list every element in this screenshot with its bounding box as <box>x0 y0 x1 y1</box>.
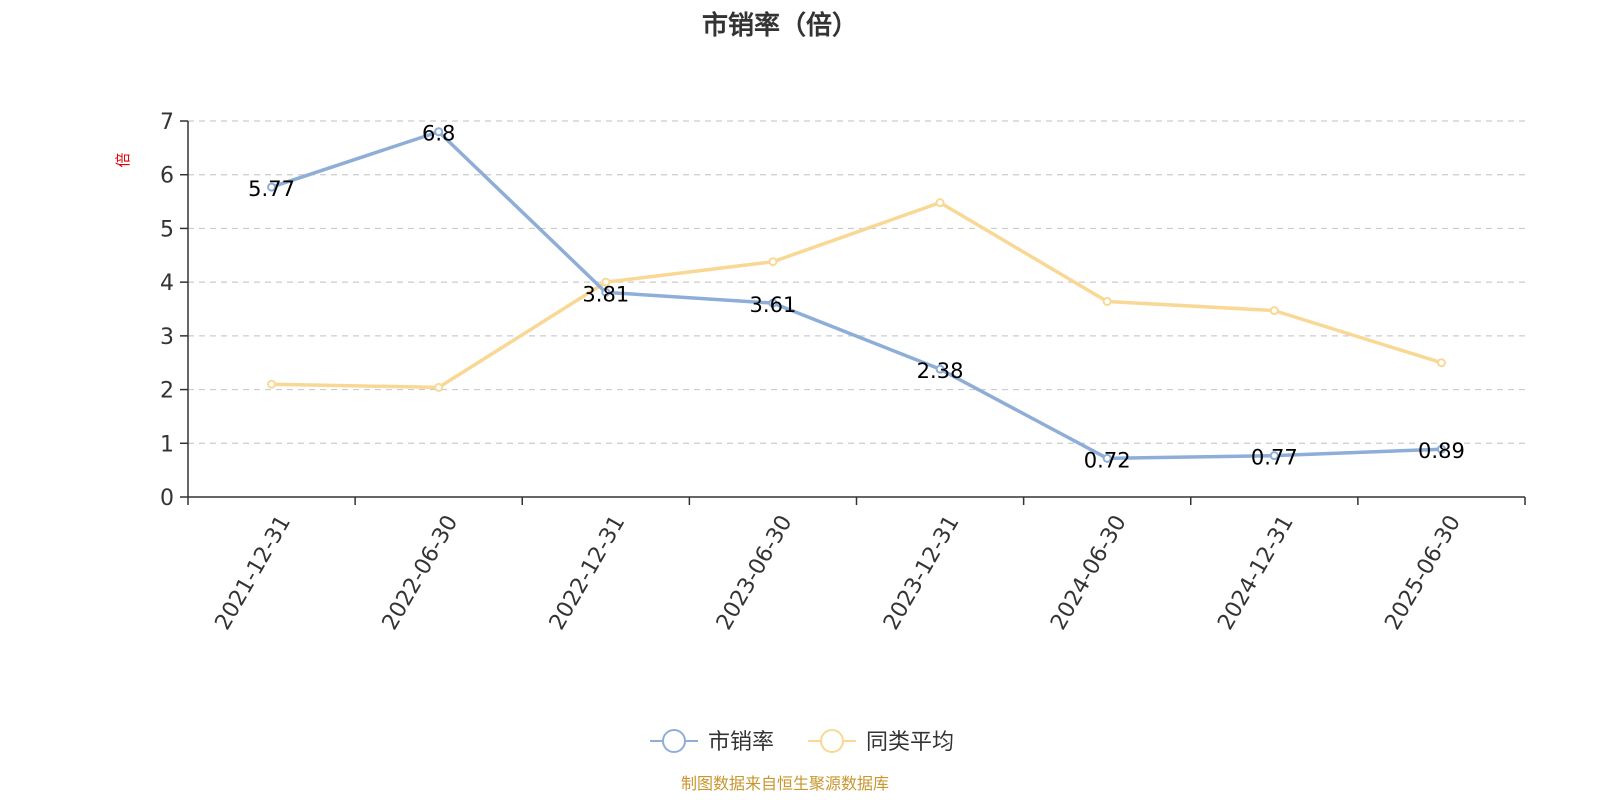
data-point[interactable] <box>935 198 945 208</box>
data-point[interactable] <box>935 364 945 374</box>
legend-label: 同类平均 <box>866 730 954 755</box>
grid-lines <box>188 120 1525 444</box>
data-point[interactable] <box>1102 296 1112 306</box>
x-tick-label: 2022-06-30 <box>378 511 464 634</box>
x-tick-label: 2023-12-31 <box>879 511 965 634</box>
chart-title: 市销率（倍） <box>702 10 858 41</box>
series-line-1 <box>269 200 1444 390</box>
y-tick-label: 3 <box>160 325 174 350</box>
data-label: 0.72 <box>1084 448 1131 472</box>
data-point[interactable] <box>768 298 778 308</box>
legend-label: 市销率 <box>708 730 774 755</box>
data-labels: 5.77 6.8 3.81 3.61 2.38 0.72 0.77 0.89 <box>248 122 1465 473</box>
data-point[interactable] <box>601 287 611 297</box>
data-label: 6.8 <box>422 122 455 146</box>
data-point[interactable] <box>601 277 611 287</box>
data-label: 0.89 <box>1418 439 1465 463</box>
legend-item-1[interactable]: 同类平均 <box>808 729 954 755</box>
y-tick-label: 7 <box>160 110 174 135</box>
x-tick-label: 2021-12-31 <box>211 511 297 634</box>
data-point[interactable] <box>1436 358 1446 368</box>
data-label: 3.61 <box>750 293 797 317</box>
legend-marker <box>820 729 844 753</box>
data-point[interactable] <box>434 127 444 137</box>
series-line-0 <box>269 129 1444 461</box>
legend-item-0[interactable]: 市销率 <box>650 729 774 755</box>
y-tick-label: 4 <box>160 271 174 296</box>
y-tick-label: 2 <box>160 379 174 404</box>
data-point[interactable] <box>1102 453 1112 463</box>
data-label: 5.77 <box>248 177 295 201</box>
x-tick-label: 2025-06-30 <box>1380 511 1466 634</box>
x-tick-label: 2023-06-30 <box>712 511 798 634</box>
data-point[interactable] <box>768 257 778 267</box>
data-label: 0.77 <box>1251 446 1298 470</box>
x-tick-label: 2022-12-31 <box>545 511 631 634</box>
x-tick-label: 2024-06-30 <box>1046 511 1132 634</box>
x-tick-label: 2024-12-31 <box>1213 511 1299 634</box>
series-lines <box>267 127 1446 463</box>
data-point[interactable] <box>1269 451 1279 461</box>
data-point[interactable] <box>267 379 277 389</box>
data-label: 2.38 <box>917 359 964 383</box>
data-point[interactable] <box>1269 306 1279 316</box>
y-tick-label: 5 <box>160 217 174 242</box>
y-tick-label: 1 <box>160 432 174 457</box>
y-axis-label: 倍 <box>114 152 132 167</box>
y-tick-label: 0 <box>160 486 174 511</box>
y-tick-label: 6 <box>160 164 174 189</box>
legend-marker <box>662 729 686 753</box>
data-label: 3.81 <box>582 282 629 306</box>
source-credit: 制图数据来自恒生聚源数据库 <box>681 774 889 793</box>
data-point[interactable] <box>267 182 277 192</box>
axes: 0 1 2 3 4 5 6 7 2021-12-31 2022-06-30 2022-12-31 20… <box>160 110 1526 634</box>
data-point[interactable] <box>434 382 444 392</box>
data-point[interactable] <box>1436 444 1446 454</box>
legend[interactable]: 市销率 同类平均 <box>650 729 954 755</box>
